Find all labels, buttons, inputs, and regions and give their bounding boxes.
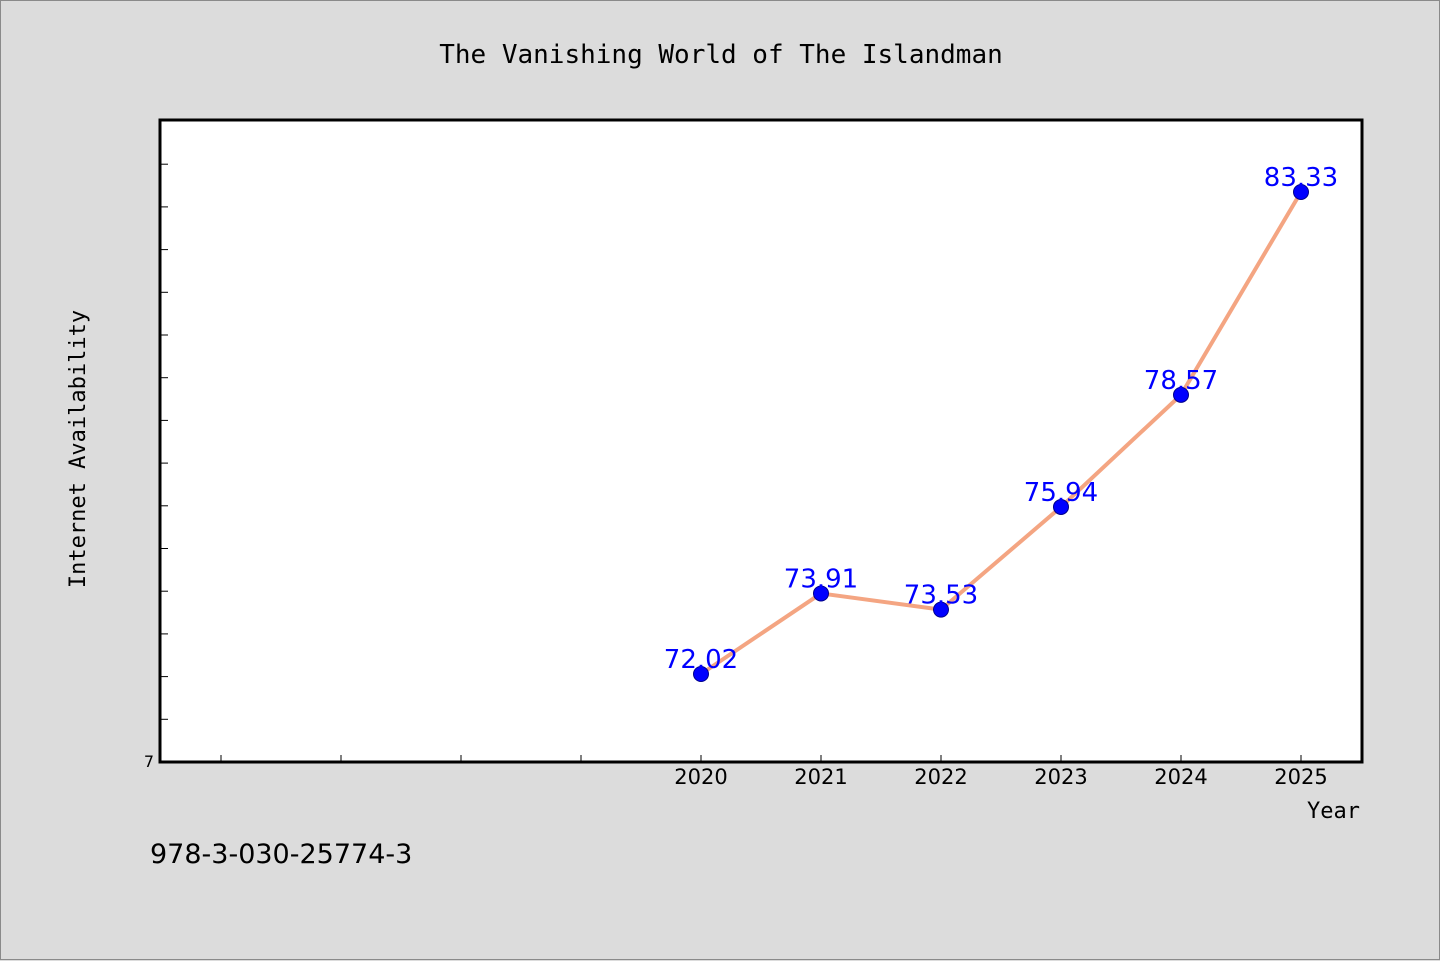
y-axis-ticks <box>160 163 168 720</box>
data-point <box>1173 386 1189 403</box>
y-tick-label: 7 <box>144 752 154 771</box>
isbn-annotation: 978-3-030-25774-3 <box>150 839 412 870</box>
plot-area <box>158 118 1364 764</box>
x-tick-label: 2020 <box>674 765 727 789</box>
chart-title: The Vanishing World of The Islandman <box>439 40 1003 70</box>
data-label: 83.33 <box>1264 163 1338 193</box>
x-axis-minor-ticks <box>220 755 1302 762</box>
data-point <box>693 666 709 682</box>
series-line-group <box>693 184 1309 682</box>
y-axis-label: Internet Availability <box>66 310 91 588</box>
x-tick-label: 2022 <box>914 765 967 789</box>
x-axis-label: Year <box>1307 799 1360 824</box>
data-label: 73.53 <box>904 581 978 611</box>
data-point <box>933 601 949 618</box>
x-tick-label: 2021 <box>794 765 847 789</box>
data-label: 78.57 <box>1144 366 1218 396</box>
x-tick-label: 2024 <box>1154 765 1207 789</box>
x-axis-tick-labels: 2020 2021 2022 2023 2024 2025 <box>674 765 1327 789</box>
data-point <box>1053 498 1069 515</box>
series-line <box>699 190 1303 676</box>
data-label: 75.94 <box>1024 478 1098 508</box>
data-point <box>813 585 829 602</box>
data-point <box>1293 184 1309 200</box>
data-label: 72.02 <box>664 645 738 675</box>
data-label: 73.91 <box>784 564 858 594</box>
data-labels-group: 72.02 73.91 73.53 75.94 78.57 83.33 <box>664 163 1338 675</box>
x-tick-label: 2025 <box>1274 765 1327 789</box>
x-tick-label: 2023 <box>1034 765 1087 789</box>
